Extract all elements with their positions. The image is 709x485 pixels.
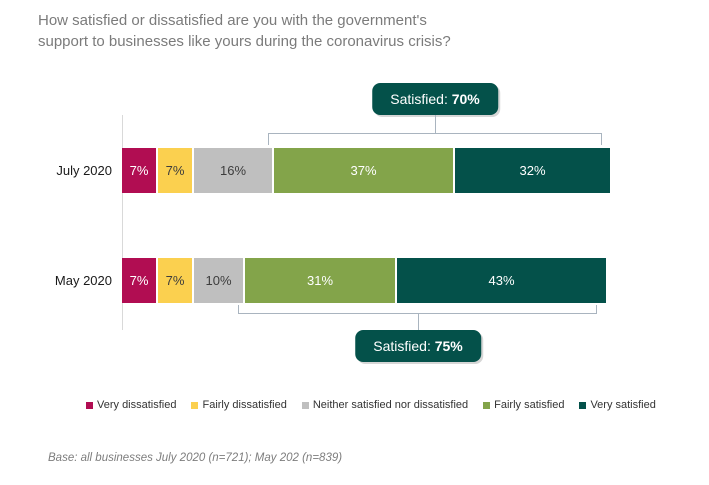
y-axis-line bbox=[122, 115, 123, 330]
stacked-bar: 7% 7% 16% 37% 32% bbox=[122, 148, 610, 193]
callout-connector-may bbox=[418, 314, 419, 330]
segment-neither-satisfied-nor-dissatisfied: 16% bbox=[194, 148, 272, 193]
legend: Very dissatisfied Fairly dissatisfied Neit… bbox=[86, 399, 701, 411]
chart-title-line2: support to businesses like yours during … bbox=[38, 33, 451, 50]
legend-item-fairly-satisfied: Fairly satisfied bbox=[483, 399, 564, 411]
segment-very-dissatisfied: 7% bbox=[122, 148, 156, 193]
segment-fairly-dissatisfied: 7% bbox=[158, 148, 192, 193]
stacked-bar: 7% 7% 10% 31% 43% bbox=[122, 258, 606, 303]
callout-value: 70% bbox=[451, 91, 480, 107]
callout-label: Satisfied: bbox=[373, 338, 431, 354]
base-note: Base: all businesses July 2020 (n=721); … bbox=[48, 452, 343, 464]
legend-item-very-dissatisfied: Very dissatisfied bbox=[86, 399, 176, 411]
legend-swatch-icon bbox=[483, 401, 491, 409]
legend-label: Neither satisfied nor dissatisfied bbox=[312, 399, 469, 411]
legend-swatch-icon bbox=[86, 401, 93, 409]
segment-very-dissatisfied: 7% bbox=[122, 258, 156, 303]
segment-very-satisfied: 32% bbox=[455, 148, 610, 193]
legend-label: Fairly satisfied bbox=[494, 399, 565, 411]
legend-label: Very dissatisfied bbox=[97, 399, 177, 411]
satisfied-bracket-july bbox=[267, 133, 603, 145]
segment-neither-satisfied-nor-dissatisfied: 10% bbox=[194, 258, 243, 303]
category-label: May 2020 bbox=[54, 273, 112, 288]
legend-item-very-satisfied: Very satisfied bbox=[579, 399, 656, 411]
chart-title: How satisfied or dissatisfied are you wi… bbox=[38, 10, 451, 52]
legend-label: Fairly dissatisfied bbox=[202, 399, 287, 411]
callout-label: Satisfied: bbox=[390, 91, 448, 107]
segment-fairly-satisfied: 31% bbox=[245, 258, 395, 303]
bar-row-may-2020: May 2020 7% 7% 10% 31% 43% bbox=[0, 258, 709, 303]
callout-connector-july bbox=[435, 115, 436, 133]
legend-item-fairly-dissatisfied: Fairly dissatisfied bbox=[191, 399, 287, 411]
legend-swatch-icon bbox=[191, 401, 199, 409]
legend-item-neither-satisfied-nor-dissatisfied: Neither satisfied nor dissatisfied bbox=[301, 399, 469, 411]
chart-title-line1: How satisfied or dissatisfied are you wi… bbox=[38, 12, 427, 29]
callout-satisfied-may: Satisfied: 75% bbox=[355, 330, 481, 362]
legend-swatch-icon bbox=[579, 401, 587, 409]
segment-fairly-satisfied: 37% bbox=[274, 148, 453, 193]
legend-swatch-icon bbox=[301, 401, 309, 409]
segment-fairly-dissatisfied: 7% bbox=[158, 258, 192, 303]
category-label: July 2020 bbox=[56, 163, 112, 178]
segment-very-satisfied: 43% bbox=[397, 258, 606, 303]
satisfied-bracket-may bbox=[238, 305, 598, 314]
legend-label: Very satisfied bbox=[590, 399, 656, 411]
bar-row-july-2020: July 2020 7% 7% 16% 37% 32% bbox=[0, 148, 709, 193]
callout-value: 75% bbox=[434, 338, 463, 354]
callout-satisfied-july: Satisfied: 70% bbox=[372, 83, 498, 115]
